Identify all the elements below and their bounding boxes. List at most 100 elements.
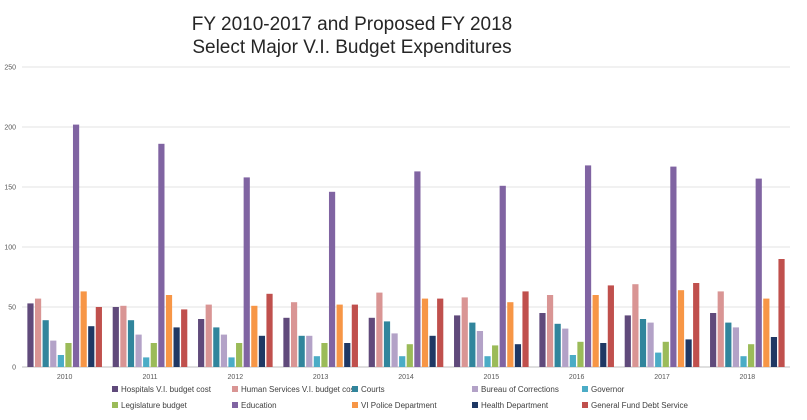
legend-swatch — [112, 402, 118, 408]
bar — [399, 356, 406, 367]
bar — [484, 356, 491, 367]
bar — [607, 285, 614, 367]
x-tick-label: 2016 — [569, 374, 585, 381]
bar — [391, 333, 398, 367]
bar — [725, 322, 732, 367]
bar — [406, 344, 413, 367]
legend-label: Education — [241, 401, 277, 410]
bar — [577, 341, 584, 367]
bar — [539, 313, 546, 367]
bar — [710, 313, 717, 367]
y-axis-tick-labels: 0 50 100 150 200 250 — [4, 65, 16, 372]
bar — [647, 322, 654, 367]
bar — [778, 259, 785, 367]
x-tick-label: 2017 — [654, 374, 670, 381]
bar — [313, 356, 320, 367]
x-tick-label: 2012 — [228, 374, 244, 381]
bar — [632, 284, 639, 367]
bar — [80, 291, 87, 367]
bar — [592, 295, 599, 367]
legend-swatch — [232, 402, 238, 408]
bar — [469, 322, 476, 367]
bar — [507, 302, 514, 367]
bar — [283, 317, 290, 367]
bar — [522, 291, 529, 367]
bar — [368, 317, 375, 367]
legend-swatch — [232, 386, 238, 392]
bar — [27, 303, 34, 367]
bar — [65, 343, 72, 367]
legend: Hospitals V.I. budget cost Human Services… — [112, 385, 688, 410]
y-tick-label: 50 — [8, 305, 16, 312]
bar — [306, 335, 313, 367]
x-tick-label: 2015 — [484, 374, 500, 381]
bar — [584, 165, 592, 367]
bar — [213, 327, 220, 367]
bar — [198, 319, 205, 367]
x-tick-label: 2010 — [57, 374, 73, 381]
bar — [421, 298, 429, 367]
bar — [562, 328, 569, 367]
bar — [290, 302, 298, 367]
bar — [740, 356, 747, 367]
bar — [135, 334, 142, 367]
chart-title-line-1: FY 2010-2017 and Proposed FY 2018 — [192, 14, 512, 35]
legend-label: Legislature budget — [121, 401, 188, 410]
bar — [344, 343, 351, 367]
bar — [414, 171, 421, 367]
bar — [748, 344, 755, 367]
bars — [27, 124, 785, 367]
x-tick-label: 2013 — [313, 374, 329, 381]
bar — [243, 177, 250, 367]
bar — [662, 341, 669, 367]
bar — [717, 291, 724, 367]
legend-label: Health Department — [481, 401, 549, 410]
bar — [220, 334, 228, 367]
bar — [336, 304, 343, 367]
bar — [600, 343, 607, 367]
legend-label: General Fund Debt Service — [591, 401, 688, 410]
bar — [732, 327, 740, 367]
bar — [321, 343, 328, 367]
legend-label: Hospitals V.I. budget cost — [121, 385, 212, 394]
bar — [437, 298, 444, 367]
legend-swatch — [582, 386, 588, 392]
bar — [351, 304, 358, 367]
bar — [181, 309, 188, 367]
bar — [165, 295, 173, 367]
gridlines — [22, 66, 790, 368]
legend-swatch — [472, 386, 478, 392]
bar — [251, 305, 258, 367]
bar — [554, 323, 561, 367]
bar — [205, 304, 212, 367]
bar — [88, 326, 95, 367]
x-axis-tick-labels: 2010 2011 2012 2013 2014 2015 2016 2017 2018 — [57, 374, 755, 381]
legend-swatch — [472, 402, 478, 408]
bar — [34, 298, 42, 367]
bar — [492, 345, 499, 367]
legend-label: VI Police Department — [361, 401, 437, 410]
bar — [42, 320, 49, 367]
legend-swatch — [112, 386, 118, 392]
bar — [655, 352, 662, 367]
bar — [546, 295, 554, 367]
bar — [328, 191, 336, 367]
bar — [298, 335, 305, 367]
y-tick-label: 250 — [4, 65, 16, 72]
bar — [72, 124, 80, 367]
bar — [670, 166, 677, 367]
bar — [693, 283, 700, 367]
bar — [624, 315, 631, 367]
bar — [685, 339, 692, 367]
bar — [95, 307, 102, 367]
bar — [143, 357, 150, 367]
bar — [454, 315, 461, 367]
bar — [57, 355, 64, 367]
bar — [266, 293, 273, 367]
bar — [258, 335, 266, 367]
y-tick-label: 0 — [12, 365, 16, 372]
legend-label: Human Services V.I. budget cost — [241, 385, 358, 394]
legend-label: Courts — [361, 385, 385, 394]
bar — [514, 344, 522, 367]
bar — [383, 321, 391, 367]
